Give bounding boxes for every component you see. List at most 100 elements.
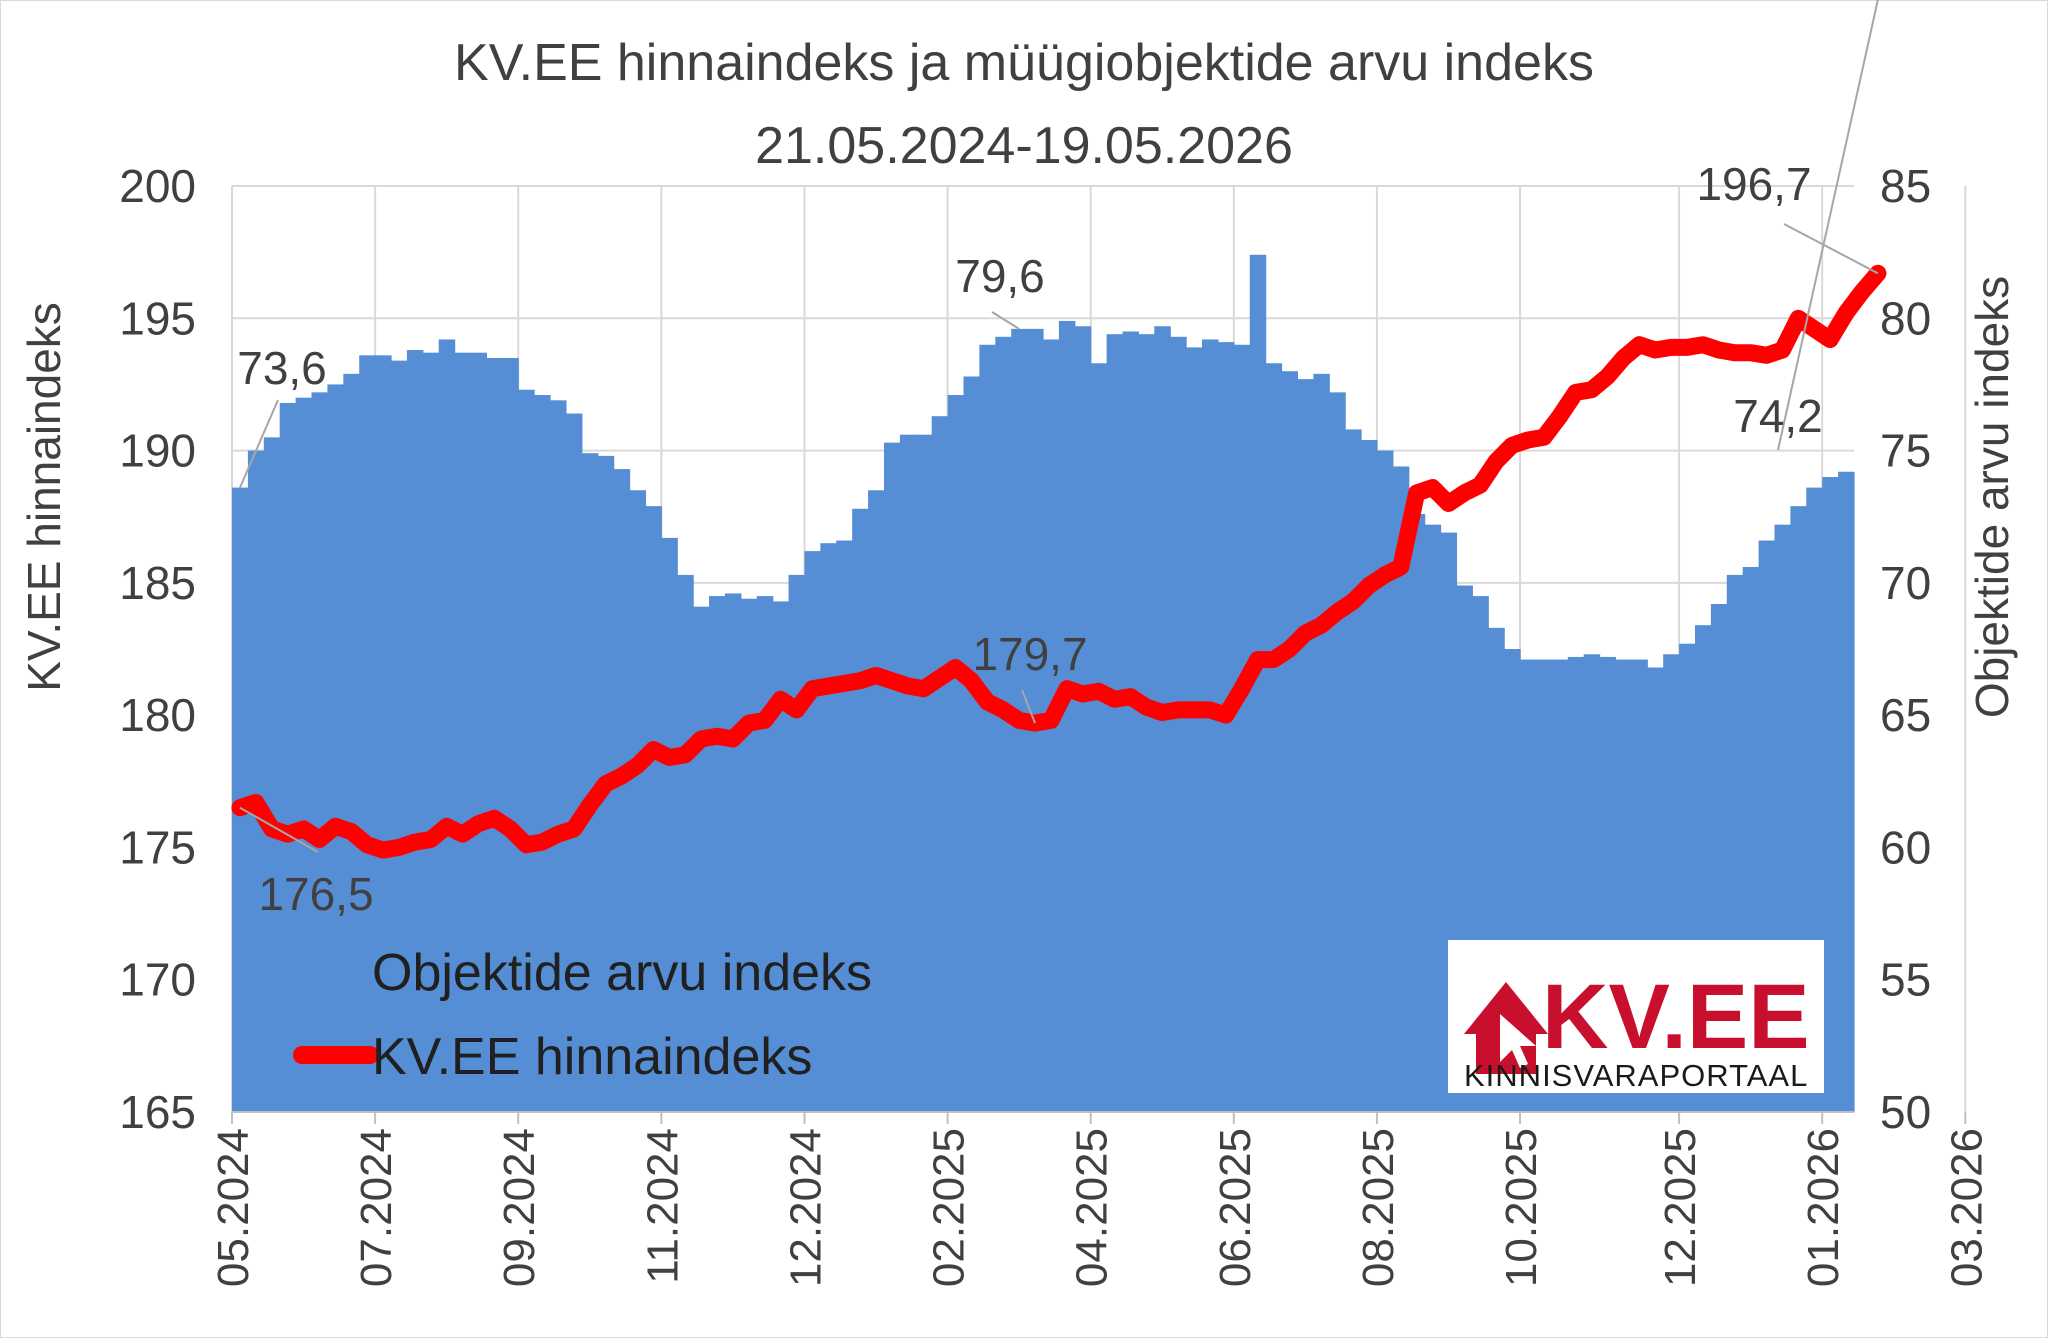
bar	[1838, 471, 1855, 1112]
bar	[486, 357, 503, 1112]
bar	[915, 434, 933, 1112]
bar	[1090, 363, 1108, 1113]
bar	[820, 543, 837, 1112]
y-left-tick-label: 170	[119, 954, 196, 1006]
bar	[1106, 334, 1124, 1112]
bar	[406, 350, 424, 1112]
bar	[1376, 450, 1394, 1113]
bar	[709, 596, 726, 1112]
y-left-tick-label: 185	[119, 557, 196, 609]
bar	[661, 537, 678, 1112]
x-tick-label: 06.2025	[1211, 1128, 1260, 1287]
data-label: 196,7	[1696, 158, 1811, 210]
bar	[295, 397, 313, 1113]
bar	[868, 490, 885, 1112]
bar	[963, 376, 980, 1112]
bar	[772, 601, 790, 1112]
chart-subtitle: 21.05.2024-19.05.2026	[755, 117, 1293, 175]
bar	[979, 344, 996, 1112]
bar	[1361, 439, 1378, 1112]
y-right-tick-label: 50	[1880, 1086, 1931, 1138]
bar	[852, 508, 869, 1113]
data-label-leader	[991, 311, 1020, 330]
bar	[518, 389, 535, 1113]
bar	[1281, 371, 1299, 1112]
bar	[502, 357, 519, 1112]
x-tick-label: 07.2024	[352, 1128, 401, 1287]
axes: 165 170 175 180 185 190 195 200 50 55 60 65 70 75 80 85…	[119, 160, 1991, 1287]
bar	[375, 355, 392, 1113]
bar	[1074, 326, 1092, 1112]
bar	[327, 384, 344, 1112]
bar	[1233, 344, 1251, 1112]
legend: Objektide arvu indeks KV.EE hinnaindeks	[293, 944, 872, 1086]
bar	[613, 469, 631, 1112]
bar	[454, 352, 472, 1112]
bar	[359, 355, 376, 1113]
y-axis-left-title: KV.EE hinnaindeks	[18, 302, 70, 692]
x-tick-label: 12.2024	[781, 1128, 830, 1287]
data-label-leader	[239, 399, 279, 489]
y-right-tick-label: 75	[1880, 425, 1931, 477]
x-tick-label: 01.2026	[1799, 1128, 1848, 1287]
data-label: 74,2	[1733, 390, 1823, 442]
data-label: 176,5	[258, 868, 373, 920]
data-label: 79,6	[955, 250, 1045, 302]
y-right-tick-label: 70	[1880, 557, 1931, 609]
x-tick-label: 05.2024	[209, 1128, 258, 1287]
data-label: 179,7	[972, 628, 1087, 680]
bar	[836, 540, 853, 1112]
bar	[677, 574, 694, 1112]
bar	[1313, 373, 1330, 1112]
logo-tagline: KINNISVARAPORTAAL	[1464, 1058, 1808, 1093]
bar	[263, 437, 281, 1112]
bar	[1408, 514, 1426, 1112]
bar	[1202, 339, 1219, 1112]
bar	[899, 434, 917, 1112]
cursor-arrow-icon	[1500, 1014, 1536, 1068]
data-label-leader	[1777, 0, 1879, 451]
x-tick-label: 03.2026	[1942, 1128, 1991, 1287]
bar	[1265, 363, 1283, 1113]
bar	[565, 413, 583, 1112]
y-axis-right-title: Objektide arvu indeks	[1966, 276, 2018, 718]
bar	[947, 395, 965, 1112]
bar	[1058, 320, 1076, 1113]
bar	[1170, 336, 1187, 1112]
bar	[581, 453, 599, 1112]
y-right-tick-label: 65	[1880, 689, 1931, 741]
bar	[1392, 466, 1410, 1113]
x-tick-label: 02.2025	[925, 1128, 974, 1287]
bar	[1217, 342, 1235, 1112]
y-left-tick-label: 190	[119, 425, 196, 477]
bar	[1186, 347, 1203, 1113]
bar	[931, 416, 949, 1113]
bar	[1329, 392, 1346, 1112]
line-series-hinnaindeks	[231, 264, 1887, 859]
y-left-tick-label: 165	[119, 1086, 196, 1138]
bar	[422, 352, 440, 1112]
logo-brand: KV.EE	[1542, 966, 1810, 1068]
x-tick-label: 12.2025	[1656, 1128, 1705, 1287]
y-left-tick-label: 175	[119, 821, 196, 873]
bar	[645, 506, 662, 1112]
bar	[550, 400, 567, 1112]
bar	[1138, 334, 1155, 1112]
bar	[1122, 331, 1140, 1112]
y-right-tick-label: 60	[1880, 821, 1931, 873]
price-index-line	[231, 264, 1887, 859]
bar	[1249, 254, 1267, 1112]
bar	[391, 360, 408, 1112]
y-left-tick-label: 195	[119, 292, 196, 344]
x-tick-label: 10.2025	[1497, 1128, 1546, 1287]
x-tick-label: 08.2025	[1354, 1128, 1403, 1287]
x-tick-label: 11.2024	[638, 1128, 687, 1284]
x-tick-label: 09.2024	[495, 1128, 544, 1287]
bar	[995, 336, 1012, 1112]
bar	[438, 339, 456, 1112]
x-tick-label: 04.2025	[1068, 1128, 1117, 1287]
bar	[1297, 379, 1314, 1112]
data-labels: 73,6 79,6 74,2 176,5 179,7 196,7	[237, 0, 1879, 920]
